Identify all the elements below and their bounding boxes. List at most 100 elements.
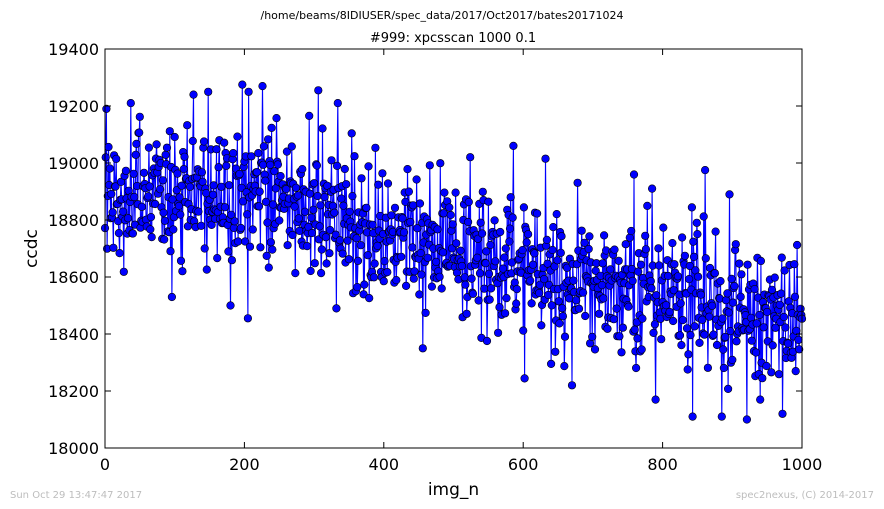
- data-point: [359, 290, 368, 299]
- data-point: [404, 187, 414, 196]
- data-point: [130, 192, 139, 202]
- data-point: [373, 241, 382, 250]
- data-point: [288, 230, 297, 240]
- data-point: [692, 218, 701, 227]
- data-point: [637, 345, 646, 354]
- data-point: [724, 308, 733, 317]
- data-point: [166, 247, 175, 256]
- data-point: [641, 245, 651, 254]
- data-point: [701, 254, 710, 263]
- data-point: [700, 166, 710, 175]
- data-point: [176, 210, 185, 219]
- data-point: [532, 209, 542, 218]
- data-point: [365, 294, 374, 303]
- data-point: [726, 327, 735, 336]
- data-point: [641, 231, 650, 240]
- data-point: [261, 176, 270, 185]
- data-point: [684, 275, 694, 284]
- data-point: [473, 234, 483, 243]
- data-point: [264, 135, 273, 144]
- data-point: [363, 251, 372, 260]
- y-tick-label: 18000: [48, 439, 99, 458]
- data-point: [735, 259, 744, 268]
- data-point: [144, 192, 153, 201]
- data-point: [705, 312, 714, 321]
- data-point: [185, 182, 195, 191]
- data-point: [795, 345, 804, 354]
- data-point: [541, 154, 550, 163]
- data-point: [659, 223, 668, 232]
- data-point: [408, 243, 417, 252]
- data-point: [501, 244, 510, 253]
- data-point: [464, 197, 473, 207]
- data-point: [108, 208, 117, 217]
- data-point: [595, 309, 604, 318]
- y-tick-label: 18800: [48, 211, 99, 230]
- data-point: [167, 292, 176, 302]
- data-point: [179, 165, 188, 174]
- data-point: [558, 312, 568, 321]
- data-point: [777, 253, 786, 262]
- data-point: [519, 203, 529, 212]
- data-point: [647, 184, 657, 193]
- data-point: [588, 332, 597, 342]
- data-point: [759, 323, 768, 332]
- data-point: [780, 266, 789, 275]
- x-tick-label: 400: [369, 455, 400, 474]
- data-point: [657, 335, 666, 344]
- data-point: [682, 324, 692, 333]
- data-point: [273, 160, 283, 169]
- data-point: [484, 197, 493, 206]
- data-point: [159, 208, 168, 217]
- data-point: [338, 249, 347, 258]
- data-point: [415, 199, 425, 208]
- data-point: [200, 244, 209, 253]
- data-point: [220, 203, 229, 212]
- data-point: [762, 361, 771, 371]
- data-point: [693, 230, 702, 239]
- data-point: [718, 314, 727, 323]
- data-point: [307, 228, 317, 238]
- data-point: [326, 226, 335, 235]
- data-point: [202, 265, 211, 274]
- data-point: [333, 161, 342, 170]
- data-point: [238, 80, 247, 89]
- data-point: [244, 87, 253, 96]
- x-tick-label: 600: [508, 455, 539, 474]
- data-point: [695, 338, 704, 348]
- data-point: [599, 231, 609, 240]
- data-point: [636, 260, 646, 269]
- data-point: [332, 304, 341, 313]
- data-point: [577, 226, 586, 235]
- data-point: [669, 286, 678, 295]
- data-point: [318, 124, 327, 133]
- data-point: [728, 355, 737, 365]
- data-point: [627, 226, 636, 236]
- data-point: [475, 269, 485, 278]
- data-point: [487, 284, 496, 293]
- data-point: [562, 263, 572, 272]
- data-point: [617, 348, 626, 357]
- data-point: [226, 301, 235, 310]
- data-point: [502, 294, 511, 303]
- data-point: [310, 179, 319, 188]
- data-point: [416, 248, 425, 258]
- data-point: [670, 260, 679, 269]
- data-point: [335, 236, 345, 245]
- data-point: [543, 259, 552, 268]
- data-point: [790, 260, 799, 269]
- data-point: [610, 245, 619, 254]
- data-point: [300, 207, 310, 216]
- data-point: [725, 190, 734, 199]
- data-point: [631, 363, 641, 373]
- data-point: [456, 246, 465, 255]
- data-point: [390, 203, 400, 212]
- data-point: [107, 189, 116, 199]
- data-point: [466, 153, 475, 162]
- data-point: [572, 296, 581, 305]
- data-point: [584, 244, 593, 254]
- data-point: [768, 341, 777, 350]
- data-point: [227, 256, 236, 265]
- data-point: [473, 253, 482, 262]
- data-point: [305, 189, 315, 198]
